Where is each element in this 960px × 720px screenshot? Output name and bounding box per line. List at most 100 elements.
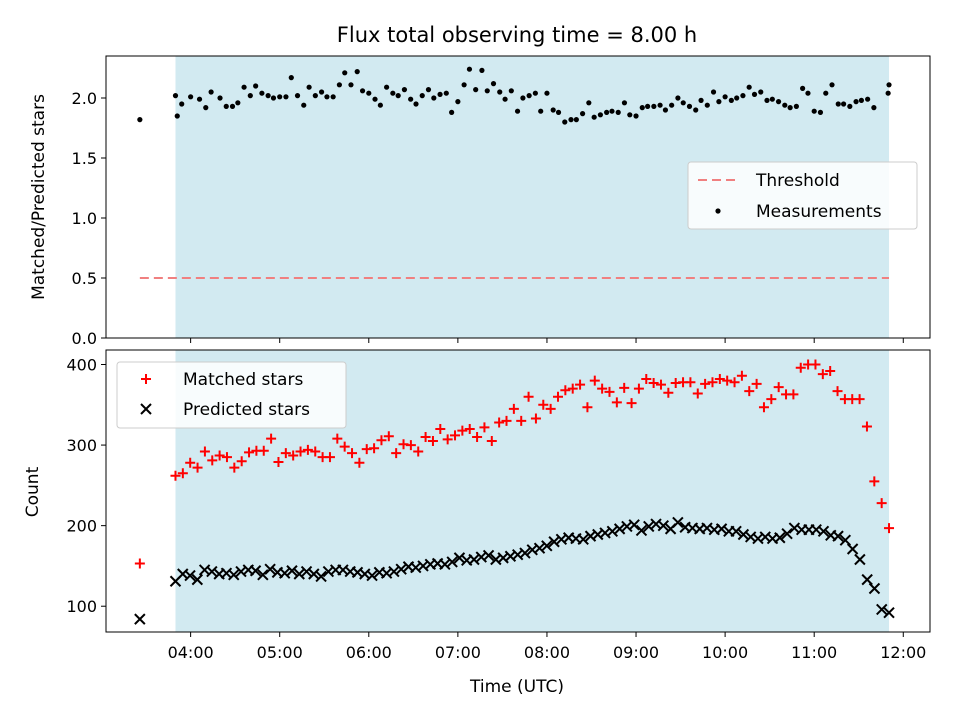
measurement-point xyxy=(835,101,841,107)
matched-star-point xyxy=(744,386,755,397)
measurement-point xyxy=(384,84,390,90)
measurement-point xyxy=(787,105,793,111)
bottom-x-tick-label: 05:00 xyxy=(257,643,303,662)
measurement-point xyxy=(722,94,728,100)
measurement-point xyxy=(359,88,366,94)
measurement-point xyxy=(573,117,579,123)
measurement-point xyxy=(277,94,283,100)
measurement-point xyxy=(390,90,396,96)
measurement-point xyxy=(301,102,307,108)
measurement-point xyxy=(704,102,710,108)
legend-matched-label: Matched stars xyxy=(183,370,303,390)
matched-star-point xyxy=(766,394,777,405)
matched-star-point xyxy=(199,446,210,457)
measurement-point xyxy=(615,109,621,115)
bottom-x-tick-label: 06:00 xyxy=(346,643,392,662)
legend-matched-swatch xyxy=(141,374,151,384)
measurement-point xyxy=(568,117,574,123)
measurement-point xyxy=(550,107,556,113)
measurement-point xyxy=(174,113,180,119)
measurement-point xyxy=(265,93,271,99)
measurement-point xyxy=(318,89,325,95)
predicted-star-point xyxy=(868,582,881,595)
predicted-star-point xyxy=(548,536,560,548)
matched-star-point xyxy=(523,391,534,402)
matched-star-point xyxy=(229,462,240,473)
bottom-x-tick-label: 10:00 xyxy=(702,643,748,662)
measurement-point xyxy=(591,114,597,120)
matched-star-point xyxy=(258,445,269,456)
predicted-star-point xyxy=(278,567,291,579)
measurement-point xyxy=(479,67,485,73)
measurement-point xyxy=(758,89,764,95)
matched-star-point xyxy=(552,391,563,402)
measurement-point xyxy=(675,95,681,101)
matched-star-point xyxy=(369,443,380,454)
measurement-point xyxy=(188,94,194,100)
measurement-point xyxy=(431,95,437,101)
measurement-point xyxy=(740,93,746,99)
top-y-tick-label: 1.5 xyxy=(72,149,97,168)
predicted-star-point xyxy=(439,558,451,571)
measurement-point xyxy=(865,96,871,102)
measurement-point xyxy=(354,69,360,75)
measurement-point xyxy=(312,93,318,99)
x-axis-label: Time (UTC) xyxy=(469,677,564,697)
matched-star-point xyxy=(134,558,145,569)
measurement-point xyxy=(502,96,508,102)
matched-star-point xyxy=(567,383,578,394)
predicted-star-point xyxy=(388,565,400,578)
measurement-point xyxy=(408,96,414,102)
matched-star-point xyxy=(810,359,821,370)
matched-star-point xyxy=(751,378,762,389)
measurement-point xyxy=(710,89,717,95)
measurement-point xyxy=(698,97,704,103)
matched-star-point xyxy=(405,440,416,451)
predicted-star-point xyxy=(249,565,262,577)
predicted-star-point xyxy=(846,543,859,555)
measurement-point xyxy=(395,93,401,99)
predicted-star-point xyxy=(613,523,626,535)
matched-star-point xyxy=(295,446,306,457)
measurement-point xyxy=(235,100,241,106)
measurement-point xyxy=(419,93,425,99)
matched-star-point xyxy=(508,403,519,414)
matched-star-point xyxy=(266,433,277,444)
measurement-point xyxy=(253,83,259,89)
measurement-point xyxy=(782,102,788,108)
measurement-point xyxy=(348,82,354,88)
matched-star-point xyxy=(376,435,387,446)
matched-star-point xyxy=(560,385,571,396)
measurement-point xyxy=(466,66,473,72)
measurement-point xyxy=(229,103,236,109)
matched-star-point xyxy=(663,387,674,398)
matched-star-point xyxy=(457,425,468,436)
measurement-point xyxy=(137,117,143,123)
matched-star-point xyxy=(633,383,644,394)
predicted-star-point xyxy=(468,553,480,566)
measurement-point xyxy=(449,109,455,115)
matched-star-point xyxy=(619,382,630,393)
measurement-point xyxy=(871,105,877,111)
predicted-star-point xyxy=(308,568,320,580)
top-y-axis-label: Matched/Predicted stars xyxy=(29,94,49,300)
matched-star-point xyxy=(648,378,659,389)
top-y-tick-label: 2.0 xyxy=(72,89,97,108)
predicted-star-point xyxy=(519,547,531,559)
matched-star-point xyxy=(214,450,225,461)
matched-star-point xyxy=(273,456,284,467)
bottom-legend-box xyxy=(116,361,347,429)
top-axes-frame xyxy=(105,55,931,339)
measurement-point xyxy=(645,103,651,109)
predicted-star-point xyxy=(228,569,240,581)
measurement-point xyxy=(621,100,628,106)
measurement-point xyxy=(172,93,179,99)
matched-star-point xyxy=(516,415,527,426)
bottom-y-tick-label: 200 xyxy=(66,517,97,536)
measurement-point xyxy=(746,84,752,90)
measurement-point xyxy=(247,93,253,99)
measurement-point xyxy=(366,90,372,96)
matched-star-point xyxy=(494,417,505,428)
measurement-point xyxy=(847,103,853,109)
predicted-star-point xyxy=(839,534,852,546)
